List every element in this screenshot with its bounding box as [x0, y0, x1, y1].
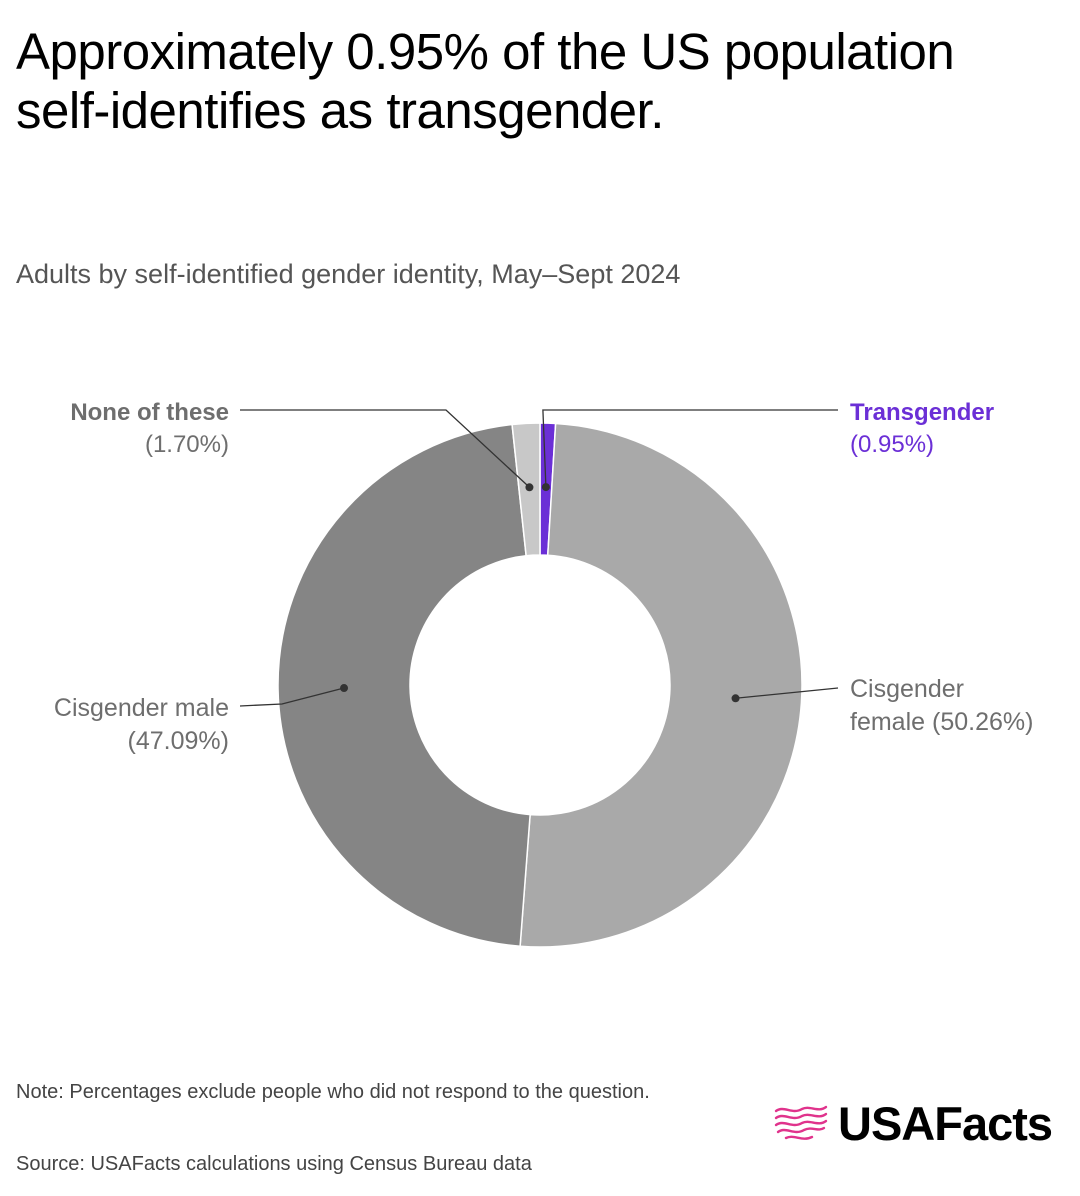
- label-transgender: Transgender (0.95%): [850, 399, 994, 458]
- leader-dot-cisgender-female: [731, 694, 740, 703]
- slice-cisgender-female: [519, 422, 803, 948]
- donut-chart: Transgender (0.95%) Cisgender female (50…: [54, 399, 1033, 948]
- leader-line-cisgender-male: [239, 687, 345, 707]
- label-cisgender-female: Cisgender female (50.26%): [850, 675, 1033, 736]
- chart-title: Approximately 0.95% of the US population…: [16, 23, 955, 139]
- leader-lines: [239, 409, 839, 707]
- label-transgender-value: (0.95%): [850, 431, 934, 458]
- chart-subtitle: Adults by self-identified gender identit…: [16, 259, 681, 289]
- leader-line-cisgender-female: [735, 687, 839, 699]
- label-cisgender-male: Cisgender male (47.09%): [54, 694, 229, 755]
- label-cisgender-male-name: Cisgender male: [54, 694, 229, 722]
- chart-source: Source: USAFacts calculations using Cens…: [16, 1153, 532, 1175]
- usafacts-logo-text: USAFacts: [838, 1097, 1053, 1150]
- leader-dot-transgender: [541, 483, 550, 492]
- leader-line-none-of-these: [240, 409, 530, 488]
- leader-dot-cisgender-male: [340, 684, 349, 693]
- slice-cisgender-male: [277, 423, 531, 948]
- leader-dot-none-of-these: [525, 483, 534, 492]
- leader-line-transgender: [542, 409, 838, 488]
- label-transgender-name: Transgender: [850, 399, 994, 426]
- usafacts-logo: USAFacts: [772, 1097, 1053, 1150]
- label-cisgender-female-value: female (50.26%): [850, 708, 1033, 736]
- chart-note: Note: Percentages exclude people who did…: [16, 1081, 650, 1103]
- label-cisgender-female-name: Cisgender: [850, 675, 964, 703]
- label-none-of-these-value: (1.70%): [145, 431, 229, 458]
- label-none-of-these: None of these (1.70%): [70, 399, 229, 458]
- donut-slices: [277, 422, 803, 948]
- label-cisgender-male-value: (47.09%): [128, 727, 229, 755]
- label-none-of-these-name: None of these: [70, 399, 229, 426]
- usafacts-flag-map-icon: [774, 1105, 828, 1140]
